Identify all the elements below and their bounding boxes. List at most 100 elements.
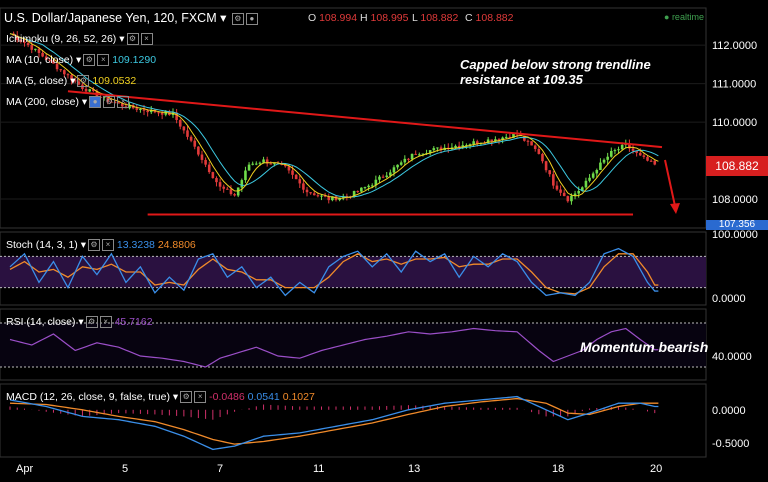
candle-body [262, 159, 265, 163]
candle-body [566, 196, 570, 202]
candle-body [389, 172, 392, 176]
ma10-close-icon[interactable]: × [97, 54, 110, 67]
rsi-legend[interactable]: RSI (14, close) ▾ ⚙ × 45.7162 [6, 316, 153, 329]
ichimoku-legend[interactable]: Ichimoku (9, 26, 52, 26) ▾ ⚙ × [6, 33, 153, 46]
rsi-band [0, 323, 706, 367]
candle-body [258, 162, 262, 164]
ma200-settings-icon[interactable]: ⚙ [103, 96, 116, 109]
candle-body [407, 158, 410, 160]
candle-body [287, 166, 291, 171]
x-tick-label: 13 [408, 463, 420, 475]
candle-body [378, 176, 381, 180]
candle-body [504, 136, 508, 138]
candle-body [298, 179, 302, 184]
settings-icon[interactable]: ⚙ [231, 12, 244, 25]
toggle-icon[interactable]: ● [245, 12, 258, 25]
candle-body [599, 162, 602, 171]
candle-body [399, 162, 403, 165]
macd-legend[interactable]: MACD (12, 26, close, 9, false, true) ▾ ⚙ ×… [6, 391, 315, 404]
candle-body [530, 141, 533, 146]
candle-body [197, 146, 200, 155]
candle-body [211, 172, 215, 179]
ma5-settings-icon[interactable]: ⚙ [77, 75, 90, 88]
candle-body [331, 196, 334, 201]
candle-body [410, 153, 414, 160]
candle-body [200, 154, 204, 160]
candle-body [454, 145, 457, 148]
macd-close-icon[interactable]: × [194, 391, 207, 404]
candle-body [149, 109, 153, 113]
rsi-tick-label: 40.0000 [712, 351, 752, 363]
candle-body [559, 189, 562, 193]
candle-body [468, 144, 472, 146]
ichimoku-settings-icon[interactable]: ⚙ [126, 33, 139, 46]
candle-body [309, 192, 312, 194]
candle-body [432, 148, 436, 151]
candle-body [414, 153, 417, 155]
x-tick-label: 7 [217, 463, 223, 475]
ma5-legend[interactable]: MA (5, close) ▾ ⚙ 109.0532 [6, 75, 137, 88]
candle-body [620, 144, 624, 150]
x-tick-label: 5 [122, 463, 128, 475]
candle-body [102, 96, 106, 98]
candle-body [178, 120, 182, 127]
ma200-eye-icon[interactable]: ● [89, 96, 102, 109]
candle-body [475, 141, 479, 144]
rsi-close-icon[interactable]: × [99, 316, 112, 329]
candle-body [142, 109, 146, 111]
candle-body [251, 163, 254, 165]
candle-body [222, 186, 226, 189]
candle-body [117, 102, 120, 104]
candle-body [34, 48, 37, 50]
candle-body [508, 136, 512, 138]
symbol-menu-chevron-icon[interactable]: ▾ [220, 11, 227, 25]
stoch-settings-icon[interactable]: ⚙ [88, 239, 100, 252]
ichimoku-close-icon[interactable]: × [140, 33, 153, 46]
stoch-legend[interactable]: Stoch (14, 3, 1) ▾ ⚙ × 13.3238 24.8806 [6, 239, 196, 252]
candle-body [106, 96, 110, 102]
candle-body [374, 179, 378, 186]
candle-body [128, 105, 131, 109]
chart-title-text: U.S. Dollar/Japanese Yen, 120, FXCM [4, 11, 217, 25]
x-tick-label: Apr [16, 463, 33, 475]
candle-body [269, 163, 273, 165]
candle-body [541, 153, 544, 162]
candle-body [512, 133, 515, 138]
candle-body [501, 137, 504, 140]
candle-body [146, 110, 149, 113]
pane-3 [0, 383, 707, 458]
bearish-arrow [664, 159, 676, 207]
candle-body [273, 163, 276, 165]
candle-body [490, 139, 494, 142]
candle-body [338, 197, 341, 201]
candle-body [613, 150, 617, 152]
candle-body [70, 75, 73, 81]
candle-body [588, 177, 591, 181]
candle-body [84, 88, 88, 92]
candle-body [233, 194, 236, 196]
macd-settings-icon[interactable]: ⚙ [180, 391, 193, 404]
candle-body [497, 139, 501, 141]
candle-body [66, 74, 70, 76]
candle-body [283, 164, 287, 167]
rsi-settings-icon[interactable]: ⚙ [85, 316, 98, 329]
bearish-arrow-head [670, 203, 680, 214]
stoch-close-icon[interactable]: × [102, 239, 114, 252]
candle-body [418, 154, 421, 156]
ma10-settings-icon[interactable]: ⚙ [83, 54, 96, 67]
chart-title: U.S. Dollar/Japanese Yen, 120, FXCM ▾ ⚙ ● [4, 10, 258, 25]
candle-body [396, 164, 399, 168]
ma200-close-icon[interactable]: × [117, 96, 130, 109]
ma10-legend[interactable]: MA (10, close) ▾ ⚙ × 109.1290 [6, 54, 157, 67]
ma200-legend[interactable]: MA (200, close) ▾ ● ⚙ × [6, 96, 130, 109]
candle-body [352, 191, 356, 198]
candle-body [356, 191, 360, 193]
candle-body [92, 89, 95, 92]
candle-body [526, 140, 530, 142]
macd-signal-value: 0.1027 [282, 391, 315, 403]
rsi-line [9, 327, 659, 368]
candle-body [55, 63, 59, 70]
x-tick-label: 18 [552, 463, 564, 475]
candle-body [247, 164, 251, 171]
